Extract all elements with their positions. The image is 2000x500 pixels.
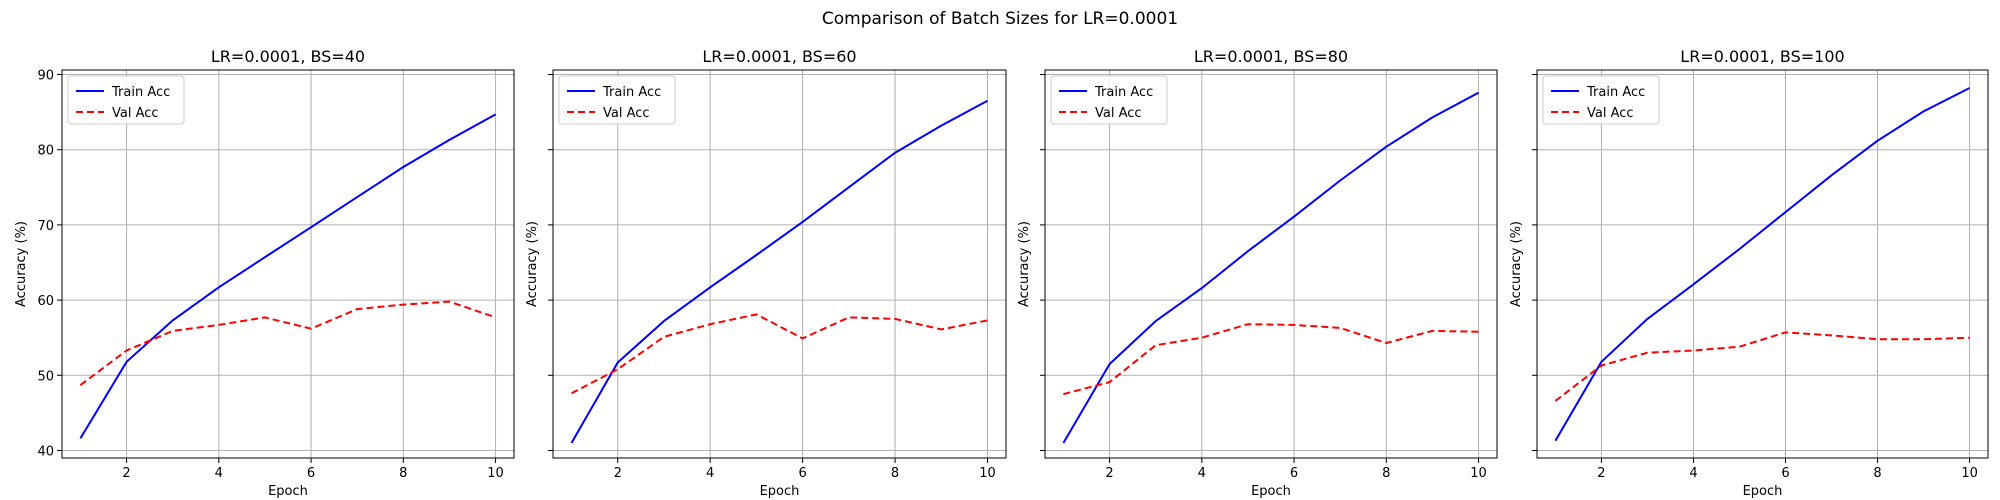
x-tick-label: 2 bbox=[122, 466, 130, 481]
subplot-grid: LR=0.0001, BS=40 2 4 6 8 10 40 50 60 70 80 90 Epoch A… bbox=[14, 47, 1989, 499]
val-acc-line bbox=[571, 313, 988, 395]
y-tick-label: 90 bbox=[37, 69, 54, 84]
subplot-title: LR=0.0001, BS=100 bbox=[1680, 47, 1844, 66]
x-tick-label: 8 bbox=[399, 466, 407, 481]
x-tick-label: 4 bbox=[1689, 466, 1697, 481]
legend-label: Val Acc bbox=[1587, 106, 1634, 121]
figure-title: Comparison of Batch Sizes for LR=0.0001 bbox=[822, 9, 1178, 29]
y-tick-label: 60 bbox=[37, 294, 54, 309]
subplot-1: LR=0.0001, BS=40 2 4 6 8 10 40 50 60 70 80 90 Epoch A… bbox=[14, 47, 515, 499]
subplot-title: LR=0.0001, BS=60 bbox=[702, 47, 856, 66]
x-tick-label: 6 bbox=[307, 466, 315, 481]
plot-frame bbox=[1536, 69, 1989, 459]
x-axis-label: Epoch bbox=[1251, 484, 1291, 499]
legend-label: Val Acc bbox=[603, 106, 650, 121]
val-acc-line bbox=[1063, 323, 1479, 396]
subplot-title: LR=0.0001, BS=80 bbox=[1194, 47, 1348, 66]
x-tick-label: 4 bbox=[215, 466, 223, 481]
x-tick-label: 6 bbox=[798, 466, 806, 481]
x-tick-label: 10 bbox=[979, 466, 996, 481]
legend-box bbox=[558, 75, 676, 125]
x-tick-label: 8 bbox=[1382, 466, 1390, 481]
x-tick-label: 8 bbox=[1873, 466, 1881, 481]
x-tick-label: 2 bbox=[1597, 466, 1605, 481]
x-tick-label: 10 bbox=[487, 466, 504, 481]
x-tick-label: 10 bbox=[1470, 466, 1487, 481]
y-tick-label: 70 bbox=[37, 219, 54, 234]
x-tick-label: 6 bbox=[1290, 466, 1298, 481]
legend-box bbox=[1542, 75, 1660, 125]
x-axis-label: Epoch bbox=[760, 484, 800, 499]
legend-label: Val Acc bbox=[112, 106, 159, 121]
subplot-3: LR=0.0001, BS=80 2 4 6 8 10 Epoch Accuracy (%) T… bbox=[1017, 47, 1498, 499]
train-acc-line bbox=[79, 113, 497, 439]
subplot-2: LR=0.0001, BS=60 2 4 6 8 10 Epoch Accuracy (%) T… bbox=[525, 47, 1007, 499]
legend-label: Train Acc bbox=[602, 85, 661, 100]
x-tick-label: 6 bbox=[1781, 466, 1789, 481]
x-tick-label: 10 bbox=[1961, 466, 1978, 481]
y-axis-label: Accuracy (%) bbox=[1017, 221, 1032, 307]
x-axis-label: Epoch bbox=[1743, 484, 1783, 499]
x-tick-label: 4 bbox=[706, 466, 714, 481]
legend: Train Acc Val Acc bbox=[1050, 75, 1168, 125]
legend-box bbox=[67, 75, 185, 125]
legend-label: Train Acc bbox=[1094, 85, 1153, 100]
plot-frame bbox=[1044, 69, 1498, 459]
legend-label: Val Acc bbox=[1095, 106, 1142, 121]
y-tick-label: 80 bbox=[37, 144, 54, 159]
legend: Train Acc Val Acc bbox=[67, 75, 185, 125]
x-tick-label: 8 bbox=[891, 466, 899, 481]
train-acc-line bbox=[570, 99, 988, 444]
legend-box bbox=[1050, 75, 1168, 125]
legend: Train Acc Val Acc bbox=[1542, 75, 1660, 125]
plot-frame bbox=[61, 69, 515, 459]
subplot-4: LR=0.0001, BS=100 2 4 6 8 10 Epoch Accuracy (%)… bbox=[1509, 47, 1989, 499]
plot-frame bbox=[552, 69, 1007, 459]
subplot-title: LR=0.0001, BS=40 bbox=[211, 47, 365, 66]
x-tick-label: 2 bbox=[1105, 466, 1113, 481]
y-axis-label: Accuracy (%) bbox=[1509, 221, 1524, 307]
train-acc-line bbox=[1554, 87, 1971, 442]
legend-label: Train Acc bbox=[111, 85, 170, 100]
x-axis-label: Epoch bbox=[268, 484, 308, 499]
legend-label: Train Acc bbox=[1586, 85, 1645, 100]
y-axis-label: Accuracy (%) bbox=[525, 221, 540, 307]
y-tick-label: 50 bbox=[37, 369, 54, 384]
x-tick-label: 2 bbox=[614, 466, 622, 481]
y-tick-label: 40 bbox=[37, 444, 54, 459]
train-acc-line bbox=[1062, 91, 1480, 444]
y-axis-label: Accuracy (%) bbox=[14, 221, 29, 307]
x-tick-label: 4 bbox=[1198, 466, 1206, 481]
legend: Train Acc Val Acc bbox=[558, 75, 676, 125]
val-acc-line bbox=[1554, 331, 1970, 402]
val-acc-line bbox=[79, 300, 496, 386]
